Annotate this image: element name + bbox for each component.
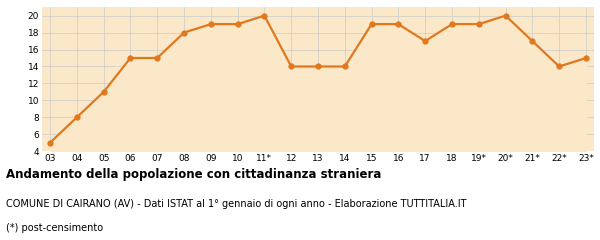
Text: Andamento della popolazione con cittadinanza straniera: Andamento della popolazione con cittadin…: [6, 168, 382, 181]
Text: COMUNE DI CAIRANO (AV) - Dati ISTAT al 1° gennaio di ogni anno - Elaborazione TU: COMUNE DI CAIRANO (AV) - Dati ISTAT al 1…: [6, 199, 467, 209]
Text: (*) post-censimento: (*) post-censimento: [6, 223, 103, 233]
